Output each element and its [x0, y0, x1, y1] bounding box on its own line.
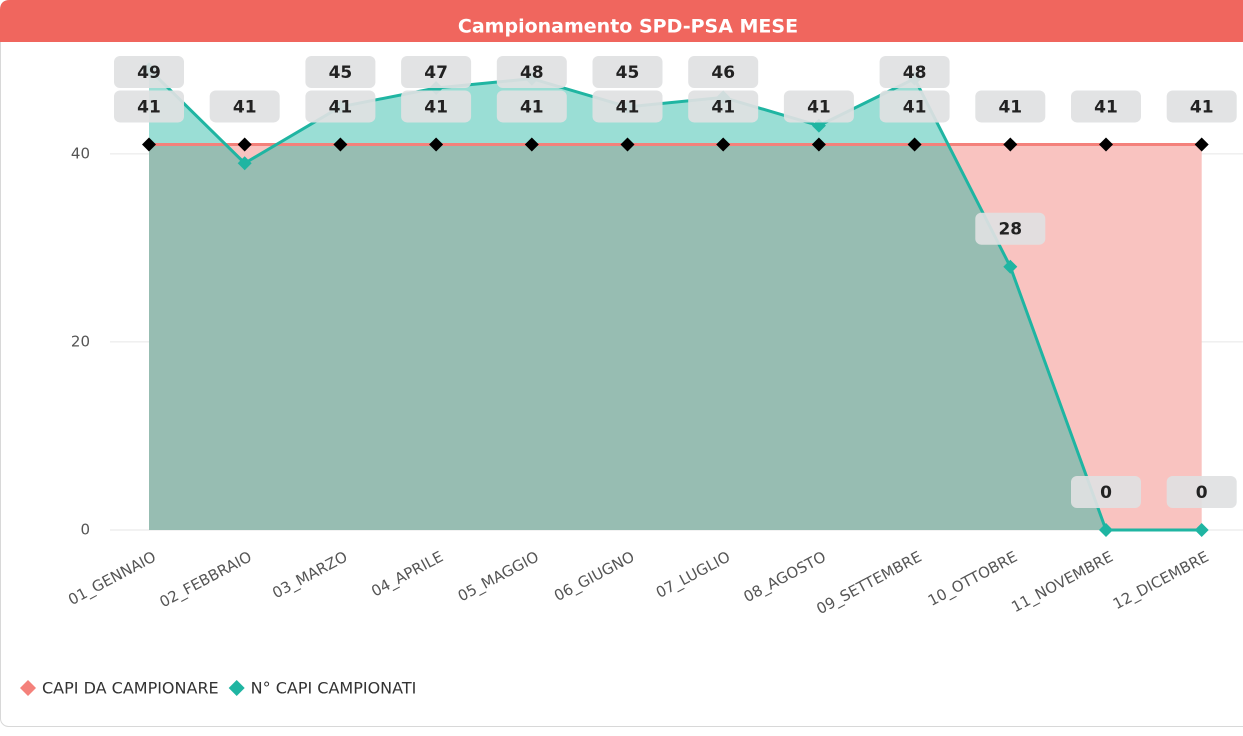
data-label: 41 [233, 97, 257, 117]
y-tick-label: 20 [71, 332, 90, 350]
data-label: 41 [424, 97, 448, 117]
data-label: 0 [1196, 483, 1208, 503]
chart-title: Campionamento SPD-PSA MESE [458, 16, 798, 38]
data-label: 41 [1190, 97, 1214, 117]
data-label: 28 [998, 220, 1022, 240]
data-label: 0 [1100, 483, 1112, 503]
data-label: 47 [424, 63, 448, 83]
data-label: 41 [1094, 97, 1118, 117]
data-label: 48 [903, 63, 927, 83]
y-tick-label: 0 [80, 521, 90, 539]
data-label: 45 [329, 63, 353, 83]
data-label: 48 [520, 63, 544, 83]
data-label: 41 [137, 97, 161, 117]
data-label: 41 [807, 97, 831, 117]
data-label: 46 [711, 63, 735, 83]
data-label: 49 [137, 63, 161, 83]
data-label: 41 [329, 97, 353, 117]
y-tick-label: 40 [71, 144, 90, 162]
data-label: 41 [520, 97, 544, 117]
data-label: 41 [998, 97, 1022, 117]
data-label: 41 [711, 97, 735, 117]
legend-label: N° CAPI CAMPIONATI [251, 679, 417, 698]
data-label: 41 [903, 97, 927, 117]
data-label: 41 [616, 97, 640, 117]
data-label: 45 [616, 63, 640, 83]
legend-label: CAPI DA CAMPIONARE [42, 679, 219, 698]
